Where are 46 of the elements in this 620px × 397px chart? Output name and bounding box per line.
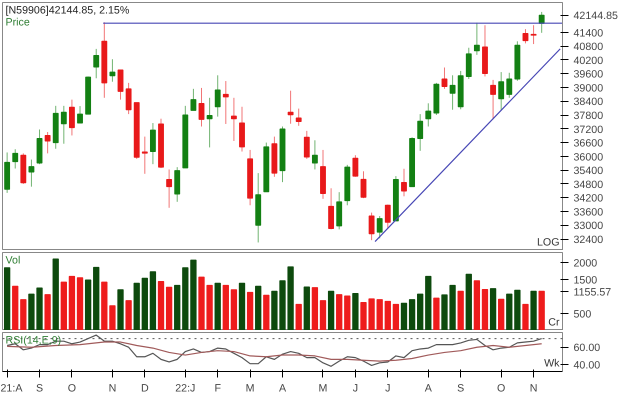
x-tick-label: J xyxy=(352,382,358,394)
x-tick-label: S xyxy=(36,382,44,394)
y-tick-label: 60.00 xyxy=(574,342,600,354)
y-tick-label: 35400 xyxy=(574,165,604,178)
annotation: LOG xyxy=(536,236,560,248)
x-tick-label: J xyxy=(385,382,390,394)
y-tick-label: 33000 xyxy=(574,220,604,232)
y-axis-title: Price xyxy=(6,16,30,28)
x-tick-label: M xyxy=(246,382,255,394)
y-axis-title: RSI(14,E,9) xyxy=(6,334,62,346)
y-tick-label: 39600 xyxy=(574,68,604,81)
x-tick-label: O xyxy=(68,382,76,394)
y-tick-label: 1500 xyxy=(574,274,598,287)
annotation: Cr xyxy=(548,316,560,328)
y-tick-label: 34800 xyxy=(574,178,604,191)
x-tick-label: M xyxy=(318,382,328,394)
y-tick-label: 41400 xyxy=(574,27,604,40)
y-tick-label: 40.00 xyxy=(574,360,600,372)
y-tick-label: 1155.57 xyxy=(574,286,612,298)
x-tick-label: F xyxy=(214,382,222,394)
x-tick-label: A xyxy=(278,382,287,394)
y-tick-label: 38400 xyxy=(574,96,604,108)
y-tick-label: 42144.85 xyxy=(574,10,618,22)
x-tick-label: A xyxy=(424,382,433,394)
y-tick-label: 32400 xyxy=(574,234,604,246)
x-tick-label: N xyxy=(530,382,538,394)
y-tick-label: 37800 xyxy=(574,110,604,122)
y-tick-label: 40200 xyxy=(574,54,604,67)
y-tick-label: 500 xyxy=(574,308,592,321)
x-tick-label: 22:J xyxy=(175,382,196,394)
annotation: Wk xyxy=(544,358,560,370)
chart-title: [N59906]42144.85, 2.15% xyxy=(6,4,130,16)
y-tick-label: 2000 xyxy=(574,258,598,270)
y-axis-title: Vol xyxy=(6,254,20,266)
x-tick-label: O xyxy=(497,382,506,394)
x-tick-label: S xyxy=(457,382,464,394)
y-tick-label: 34200 xyxy=(574,192,604,205)
y-tick-label: 40800 xyxy=(574,41,604,54)
y-tick-label: 36600 xyxy=(574,138,604,150)
x-tick-label: D xyxy=(140,382,149,394)
x-tick-label: N xyxy=(108,382,116,394)
y-tick-label: 37200 xyxy=(574,124,604,136)
y-tick-label: 36000 xyxy=(574,151,604,164)
x-tick-label: 21:A xyxy=(0,382,24,394)
y-tick-label: 39000 xyxy=(574,82,604,94)
y-tick-label: 33600 xyxy=(574,206,604,218)
